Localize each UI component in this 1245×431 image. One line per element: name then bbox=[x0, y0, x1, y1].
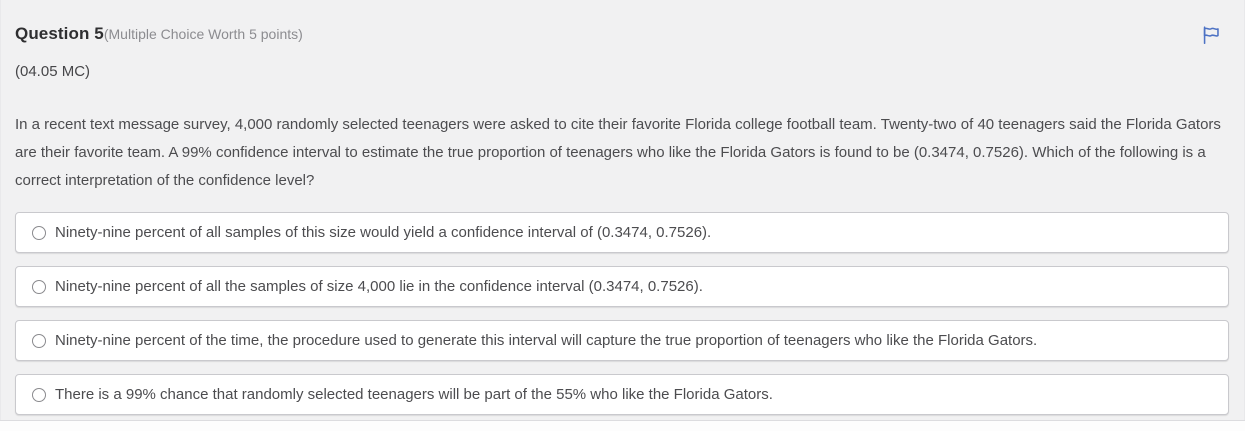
answer-radio-1[interactable] bbox=[32, 225, 46, 240]
answer-radio-2[interactable] bbox=[32, 279, 46, 294]
answer-option-3-label: Ninety-nine percent of the time, the pro… bbox=[55, 331, 1038, 349]
answer-option-2-label: Ninety-nine percent of all the samples o… bbox=[55, 277, 703, 295]
answer-radio-4[interactable] bbox=[32, 387, 46, 402]
answer-option-2[interactable]: Ninety-nine percent of all the samples o… bbox=[15, 266, 1229, 307]
lesson-code: (04.05 MC) bbox=[15, 63, 91, 80]
flag-question-button[interactable] bbox=[1198, 22, 1224, 48]
flag-icon bbox=[1200, 24, 1222, 46]
answer-option-4[interactable]: There is a 99% chance that randomly sele… bbox=[15, 374, 1229, 415]
answer-options: Ninety-nine percent of all samples of th… bbox=[15, 212, 1229, 415]
answer-option-4-label: There is a 99% chance that randomly sele… bbox=[55, 385, 773, 403]
answer-option-3[interactable]: Ninety-nine percent of the time, the pro… bbox=[15, 320, 1229, 361]
answer-radio-3[interactable] bbox=[32, 333, 46, 348]
question-panel: Question 5 (Multiple Choice Worth 5 point… bbox=[0, 0, 1245, 420]
question-header: Question 5 (Multiple Choice Worth 5 point… bbox=[15, 24, 1228, 44]
answer-option-1[interactable]: Ninety-nine percent of all samples of th… bbox=[15, 212, 1229, 253]
question-title: Question 5 bbox=[15, 24, 104, 43]
panel-bottom-divider bbox=[0, 420, 1245, 431]
answer-option-1-label: Ninety-nine percent of all samples of th… bbox=[55, 223, 712, 241]
question-meta: (Multiple Choice Worth 5 points) bbox=[103, 26, 303, 42]
question-text: In a recent text message survey, 4,000 r… bbox=[15, 116, 1221, 189]
